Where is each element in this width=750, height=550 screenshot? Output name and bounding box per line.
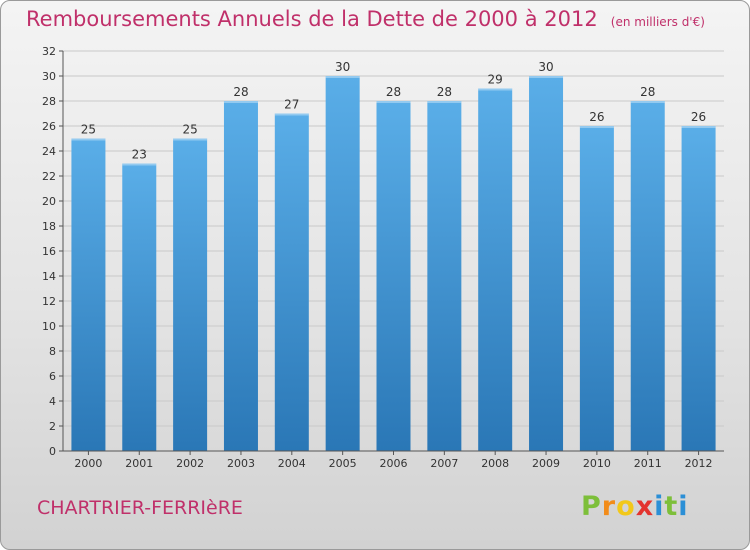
y-tick-label: 4 <box>49 395 56 408</box>
bar-2010 <box>579 126 614 451</box>
data-label: 30 <box>335 60 350 74</box>
x-tick-label: 2008 <box>481 457 509 470</box>
x-tick-label: 2004 <box>278 457 306 470</box>
data-label: 28 <box>386 85 401 99</box>
y-tick-label: 16 <box>42 245 56 258</box>
logo-letter: r <box>601 491 617 522</box>
bar-2000 <box>71 138 106 451</box>
bar-2011 <box>630 101 665 451</box>
y-tick-label: 20 <box>42 195 56 208</box>
x-tick-label: 2009 <box>532 457 560 470</box>
x-tick-label: 2002 <box>176 457 204 470</box>
bar-highlight <box>173 138 208 141</box>
data-label: 26 <box>691 110 706 124</box>
bar-2003 <box>223 101 258 451</box>
x-tick-label: 2005 <box>329 457 357 470</box>
bar-highlight <box>579 126 614 128</box>
y-tick-label: 14 <box>42 270 56 283</box>
logo-letter: i <box>654 491 665 522</box>
data-label: 25 <box>182 123 197 137</box>
bar-highlight <box>681 126 716 128</box>
bar-highlight <box>529 76 564 78</box>
x-tick-label: 2006 <box>380 457 408 470</box>
bar-2002 <box>173 138 208 451</box>
y-tick-label: 28 <box>42 95 56 108</box>
bar-highlight <box>376 101 411 103</box>
y-tick-label: 24 <box>42 145 56 158</box>
data-label: 27 <box>284 98 299 112</box>
x-tick-label: 2007 <box>430 457 458 470</box>
logo-letter: x <box>635 491 655 522</box>
logo-letter: t <box>664 491 679 522</box>
data-label: 25 <box>81 123 96 137</box>
data-label: 28 <box>437 85 452 99</box>
y-tick-label: 26 <box>42 120 56 133</box>
y-tick-label: 2 <box>49 420 56 433</box>
y-tick-label: 0 <box>49 445 56 458</box>
y-tick-label: 22 <box>42 170 56 183</box>
data-labels: 25 23 25 28 27 30 28 28 29 30 26 28 26 <box>81 60 706 162</box>
bar-2006 <box>376 101 411 451</box>
bar-highlight <box>274 113 309 116</box>
data-label: 30 <box>538 60 553 74</box>
logo-letter: o <box>616 491 636 522</box>
bars <box>71 76 716 451</box>
bar-highlight <box>427 101 462 103</box>
y-tick-label: 10 <box>42 320 56 333</box>
chart-title: Remboursements Annuels de la Dette de 20… <box>26 7 705 31</box>
x-tick-label: 2010 <box>583 457 611 470</box>
proxiti-logo: Proxiti <box>581 491 689 522</box>
y-tick-label: 18 <box>42 220 56 233</box>
data-label: 29 <box>488 73 503 87</box>
x-tick-label: 2012 <box>685 457 713 470</box>
y-tick-label: 8 <box>49 345 56 358</box>
bar-2005 <box>325 76 360 451</box>
y-tick-label: 12 <box>42 295 56 308</box>
bar-2012 <box>681 126 716 451</box>
x-tick-label: 2000 <box>74 457 102 470</box>
y-tick-label: 6 <box>49 370 56 383</box>
bar-highlight <box>71 138 106 141</box>
logo-letter: i <box>678 491 689 522</box>
title-text: Remboursements Annuels de la Dette de 20… <box>26 7 598 31</box>
bar-highlight <box>630 101 665 103</box>
unit-label: (en milliers d'€) <box>610 15 705 29</box>
data-label: 28 <box>233 85 248 99</box>
logo-letter: P <box>581 491 602 522</box>
y-tick-label: 32 <box>42 45 56 58</box>
bar-2008 <box>478 88 513 451</box>
town-name: CHARTRIER-FERRIèRE <box>37 497 243 519</box>
bar-2004 <box>274 113 309 451</box>
y-tick-label: 30 <box>42 70 56 83</box>
bar-2001 <box>122 163 157 451</box>
x-tick-label: 2003 <box>227 457 255 470</box>
bar-2007 <box>427 101 462 451</box>
data-label: 23 <box>132 148 147 162</box>
bar-highlight <box>478 88 513 91</box>
x-tick-label: 2011 <box>634 457 662 470</box>
data-label: 26 <box>589 110 604 124</box>
bar-highlight <box>122 163 157 166</box>
bar-highlight <box>325 76 360 78</box>
x-tick-label: 2001 <box>125 457 153 470</box>
bar-2009 <box>529 76 564 451</box>
data-label: 28 <box>640 85 655 99</box>
bar-highlight <box>223 101 258 103</box>
